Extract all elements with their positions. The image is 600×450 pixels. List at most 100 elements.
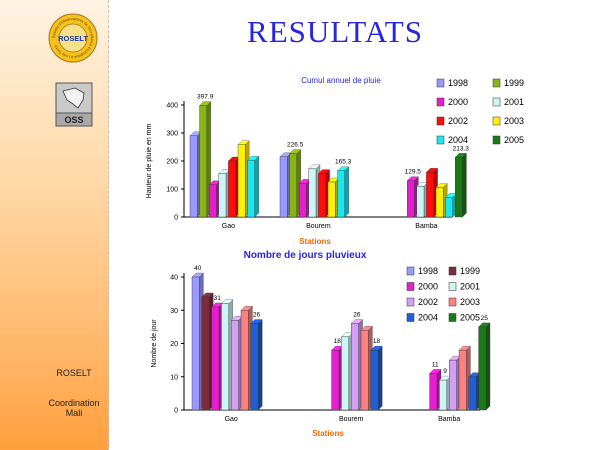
x-tick-label: Bamba xyxy=(415,223,437,230)
x-tick-label: Gao xyxy=(225,416,238,423)
bar xyxy=(221,303,229,411)
bar xyxy=(228,160,236,218)
bar xyxy=(299,183,307,218)
y-tick-label: 100 xyxy=(166,187,178,194)
bar xyxy=(360,330,369,411)
legend-label: 2003 xyxy=(460,297,480,307)
bar xyxy=(468,376,477,411)
legend-swatch xyxy=(448,282,457,291)
bar xyxy=(337,170,346,218)
bar xyxy=(211,306,220,411)
x-axis-label: Stations xyxy=(312,429,344,438)
bar xyxy=(370,349,379,411)
data-label: 213.3 xyxy=(453,145,470,152)
bar xyxy=(455,157,463,218)
y-tick-label: 400 xyxy=(166,103,178,110)
bar xyxy=(240,310,249,411)
slide-title: RESULTATS xyxy=(247,14,423,49)
data-label: 129.5 xyxy=(405,169,422,176)
bar xyxy=(208,184,217,218)
legend-label: 2005 xyxy=(504,135,524,145)
bar xyxy=(331,349,340,411)
data-label: 9 xyxy=(443,368,447,375)
y-axis-label: Nombre de jour xyxy=(151,319,158,368)
bar xyxy=(426,171,434,218)
legend-label: 2005 xyxy=(460,313,480,323)
logo-main-text: ROSELT xyxy=(58,34,88,43)
legend-swatch xyxy=(492,116,501,126)
legend-label: 2000 xyxy=(448,97,468,107)
legend-swatch xyxy=(492,78,501,88)
oss-logo-text: OSS xyxy=(64,115,83,125)
y-axis-label: Hauteur de pluie en mm xyxy=(146,123,153,198)
bar xyxy=(407,180,415,218)
bar xyxy=(429,373,438,411)
legend-swatch xyxy=(406,282,415,291)
legend-swatch xyxy=(448,266,457,276)
bar xyxy=(189,135,198,218)
legend-label: 2001 xyxy=(460,282,480,292)
x-axis-label: Stations xyxy=(299,237,331,246)
x-tick-label: Bamba xyxy=(438,416,460,423)
bar xyxy=(308,168,317,218)
data-label: 397.9 xyxy=(197,94,214,101)
chart-title: Cumul annuel de pluie xyxy=(301,76,381,85)
bar xyxy=(191,276,200,411)
bar xyxy=(445,197,454,218)
bar xyxy=(230,320,239,411)
bar xyxy=(351,323,359,411)
legend-label: 2002 xyxy=(418,297,438,307)
data-label: 40 xyxy=(194,265,202,272)
y-tick-label: 30 xyxy=(170,308,178,315)
y-tick-label: 0 xyxy=(174,408,178,415)
legend-swatch xyxy=(436,135,445,145)
bar xyxy=(435,187,444,218)
legend-swatch xyxy=(406,297,415,307)
data-label: 26 xyxy=(353,312,361,319)
legend-label: 2004 xyxy=(448,135,468,145)
bar xyxy=(341,336,349,411)
bar xyxy=(327,181,336,218)
x-tick-label: Gao xyxy=(222,223,235,230)
roselt-logo: Réseau d'Observatoires de Surveillance E… xyxy=(48,13,98,63)
legend-label: 1998 xyxy=(448,78,468,88)
legend-swatch xyxy=(436,116,445,126)
bar-side xyxy=(258,319,263,411)
sidebar-label-line1: Coordination xyxy=(48,398,100,408)
bar xyxy=(279,156,288,218)
bar xyxy=(199,105,208,218)
legend-swatch xyxy=(436,78,445,88)
oss-logo: OSS xyxy=(55,82,93,127)
y-tick-label: 200 xyxy=(166,159,178,166)
legend-label: 2003 xyxy=(504,116,524,126)
sidebar-label-coordination: Coordination Mali xyxy=(40,398,108,418)
bar xyxy=(218,173,227,218)
bar-side xyxy=(378,345,383,411)
legend-swatch xyxy=(492,135,501,145)
y-tick-label: 10 xyxy=(170,374,178,381)
sidebar-label-line2: Mali xyxy=(65,408,83,418)
data-label: 226.5 xyxy=(287,142,304,149)
y-tick-label: 300 xyxy=(166,131,178,138)
legend-label: 2004 xyxy=(418,313,438,323)
bar xyxy=(416,185,425,218)
legend-swatch xyxy=(436,97,445,107)
legend-label: 1999 xyxy=(504,78,524,88)
bar xyxy=(250,323,259,411)
x-tick-label: Bourem xyxy=(339,416,364,423)
y-tick-label: 20 xyxy=(170,341,178,348)
data-label: 26 xyxy=(253,312,261,319)
data-label: 165.3 xyxy=(335,159,352,166)
data-label: 31 xyxy=(214,295,222,302)
legend-swatch xyxy=(492,97,501,107)
legend-label: 2002 xyxy=(448,116,468,126)
legend-label: 1998 xyxy=(418,266,438,276)
legend-label: 2000 xyxy=(418,282,438,292)
legend-label: 1999 xyxy=(460,266,480,276)
bar xyxy=(237,144,246,218)
x-tick-label: Bourem xyxy=(306,223,331,230)
chart-title: Nombre de jours pluvieux xyxy=(244,250,367,261)
y-tick-label: 40 xyxy=(170,275,178,282)
